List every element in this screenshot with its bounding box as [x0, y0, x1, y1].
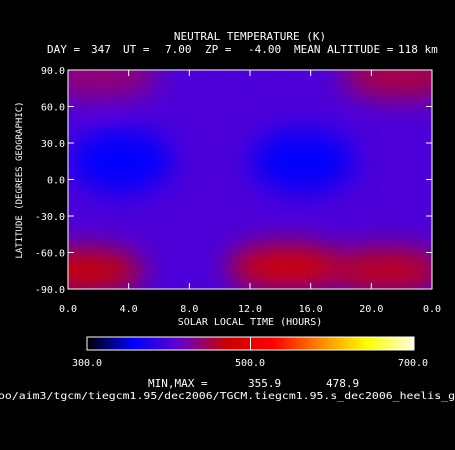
y-axis: 90.0 60.0 30.0 0.0 -30.0 -60.0 -90.0 [35, 66, 432, 296]
x-tick-label: 4.0 [120, 304, 138, 315]
x-tick-label: 0.0 [59, 304, 77, 315]
altitude-label: MEAN ALTITUDE = [294, 43, 394, 56]
day-label: DAY = [47, 43, 80, 56]
x-tick-label: 12.0 [238, 304, 262, 315]
field-maximum-4 [326, 248, 432, 289]
x-axis: 0.0 4.0 8.0 12.0 16.0 20.0 0.0 [59, 70, 441, 315]
field-maximum-6 [68, 70, 159, 99]
zp-value: -4.00 [248, 43, 281, 56]
x-tick-label: 0.0 [423, 304, 441, 315]
day-value: 347 [91, 43, 111, 56]
zp-label: ZP = [205, 43, 232, 56]
min-value: 355.9 [248, 377, 281, 390]
colorbar-tick-mid: 500.0 [235, 358, 265, 369]
y-tick-label: 0.0 [47, 176, 65, 187]
altitude-value: 118 km [398, 43, 438, 56]
colorbar-tick-min: 300.0 [72, 358, 102, 369]
y-tick-label: -60.0 [35, 249, 65, 260]
footer-file-path: oo/aim3/tgcm/tiegcm1.95/dec2006/TGCM.tie… [0, 391, 455, 402]
y-tick-label: 30.0 [41, 139, 65, 150]
minmax-label: MIN,MAX = [148, 377, 208, 390]
field-maximum-2 [227, 245, 348, 289]
field-maximum-3 [68, 248, 144, 289]
heatmap-field [68, 70, 432, 289]
y-tick-label: -30.0 [35, 212, 65, 223]
chart-subtitle: DAY = 347 UT = 7.00 ZP = -4.00 MEAN ALTI… [47, 43, 438, 56]
max-value: 478.9 [326, 377, 359, 390]
x-tick-label: 20.0 [359, 304, 383, 315]
x-tick-label: 8.0 [180, 304, 198, 315]
y-tick-label: 90.0 [41, 66, 65, 77]
y-tick-label: -90.0 [35, 285, 65, 296]
ut-label: UT = [123, 43, 150, 56]
ut-value: 7.00 [165, 43, 192, 56]
colorbar-tick-max: 700.0 [398, 358, 428, 369]
chart-title: NEUTRAL TEMPERATURE (K) [174, 30, 326, 43]
x-axis-label: SOLAR LOCAL TIME (HOURS) [178, 317, 323, 328]
y-tick-label: 60.0 [41, 103, 65, 114]
field-minimum-1 [251, 129, 356, 194]
y-axis-label: LATITUDE (DEGREES GEOGRAPHIC) [15, 101, 25, 258]
field-minimum-0 [69, 129, 174, 194]
field-maximum-5 [341, 70, 432, 99]
x-tick-label: 16.0 [299, 304, 323, 315]
